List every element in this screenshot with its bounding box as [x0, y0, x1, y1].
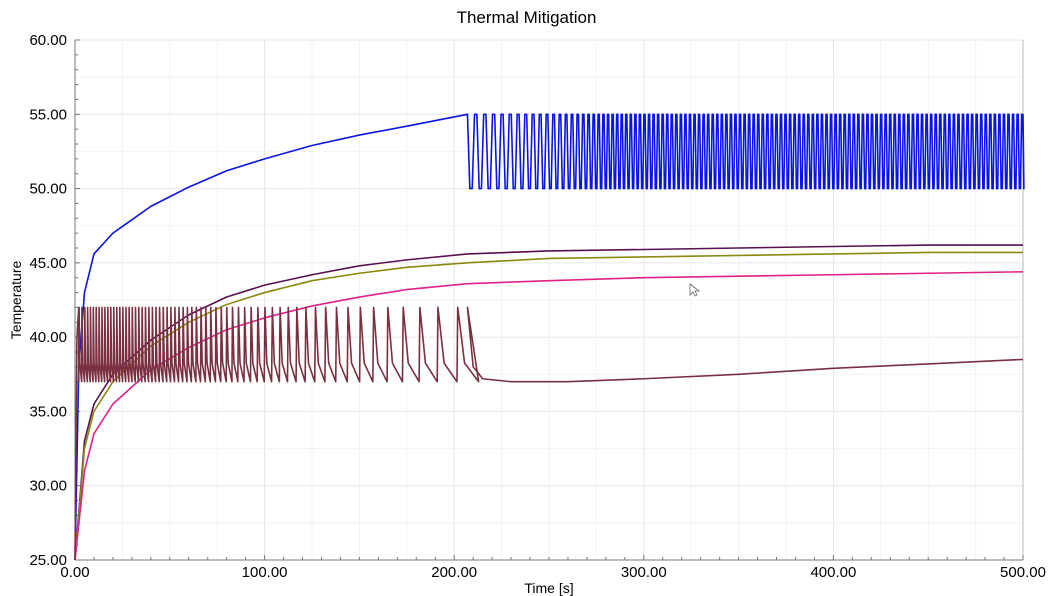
series-line-3	[74, 270, 1024, 561]
series-line-4	[74, 306, 1024, 561]
y-tick-label: 30.00	[29, 478, 67, 495]
chart-title: Thermal Mitigation	[456, 8, 597, 27]
y-axis-label: Temperature	[8, 260, 24, 340]
mouse-cursor-icon	[689, 283, 701, 297]
series-layer	[74, 113, 1025, 561]
y-tick-label: 35.00	[29, 403, 67, 420]
y-tick-label: 55.00	[29, 106, 67, 123]
y-tick-label: 50.00	[29, 181, 67, 198]
x-tick-label: 100.00	[242, 564, 288, 581]
y-tick-label: 60.00	[29, 32, 67, 49]
x-tick-label: 200.00	[431, 564, 477, 581]
y-tick-label: 45.00	[29, 255, 67, 272]
x-tick-label: 500.00	[1000, 564, 1046, 581]
series-line-2	[74, 251, 1023, 561]
y-tick-label: 40.00	[29, 329, 67, 346]
grid-layer	[74, 39, 1024, 561]
tick-label-layer: 25.00 30.00 35.00 40.00 45.00 50.00 55.00 60.00…	[29, 32, 1045, 581]
x-tick-label: 400.00	[810, 564, 856, 581]
x-tick-label: 300.00	[621, 564, 667, 581]
x-axis-label: Time [s]	[524, 580, 574, 596]
x-tick-label: 0.00	[60, 564, 89, 581]
y-tick-label: 25.00	[29, 552, 67, 569]
series-line-0	[74, 113, 1025, 561]
